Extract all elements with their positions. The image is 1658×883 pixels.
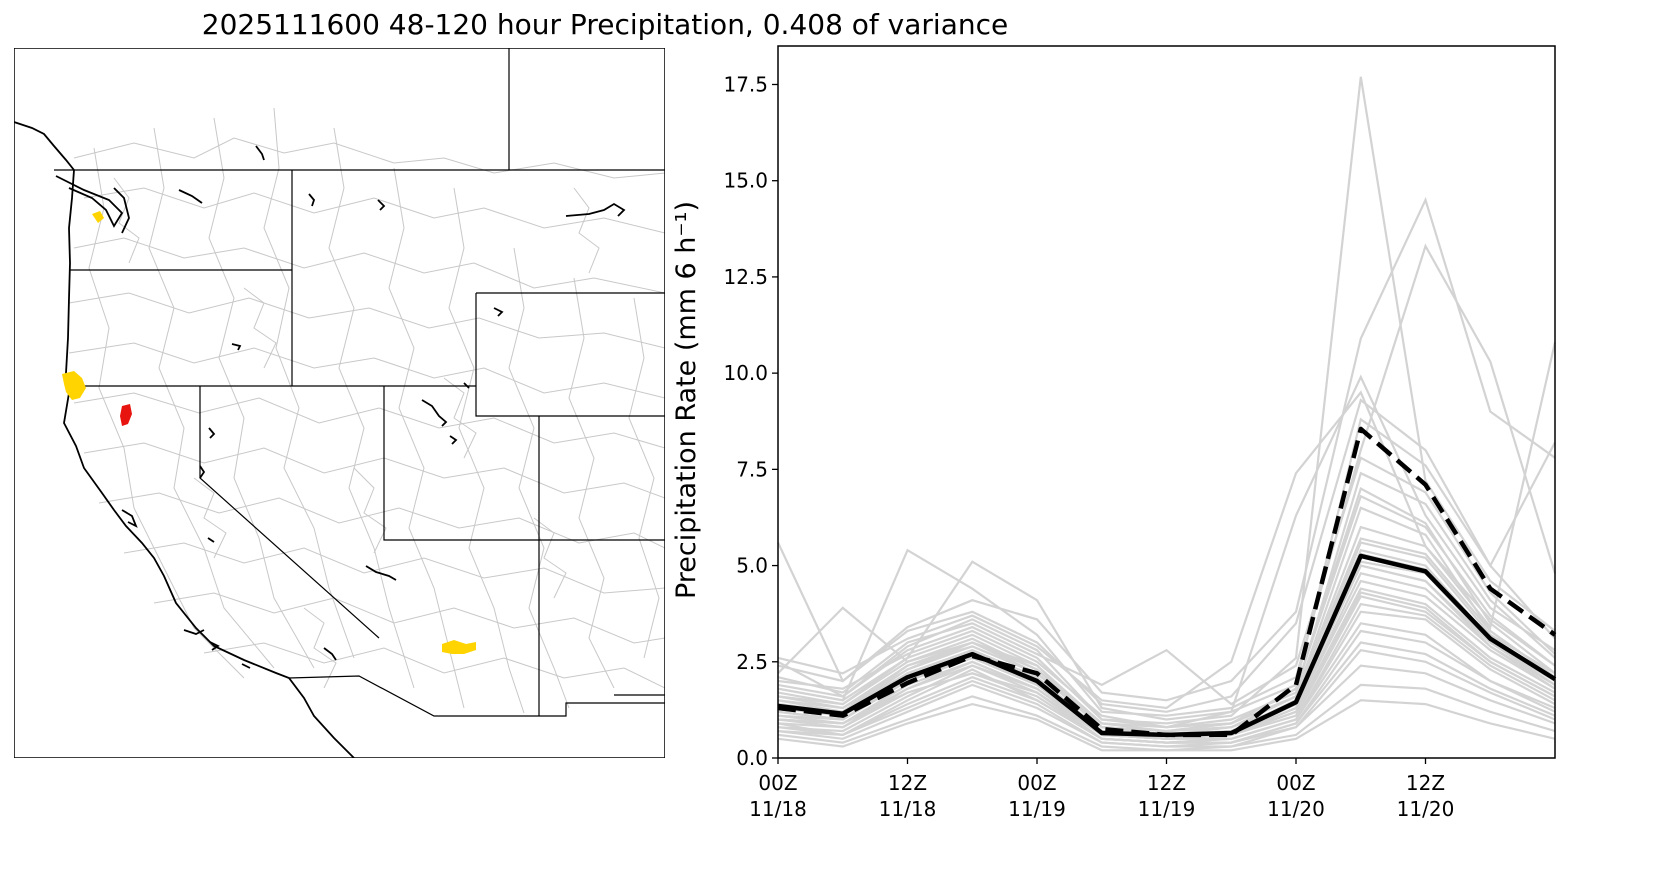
ensemble-member-line-26 bbox=[777, 456, 1556, 706]
x-tick-label-date: 11/20 bbox=[1397, 797, 1455, 821]
x-tick-label-date: 11/20 bbox=[1267, 797, 1325, 821]
x-tick-label-time: 12Z bbox=[1406, 771, 1445, 795]
ensemble-member-line-32 bbox=[777, 398, 1556, 713]
highlight-basin-red-ca bbox=[120, 404, 132, 426]
highlighted-basins bbox=[62, 211, 476, 654]
chart-title: 2025111600 48-120 hour Precipitation, 0.… bbox=[201, 8, 1009, 41]
x-tick-label-time: 12Z bbox=[888, 771, 927, 795]
y-tick-label: 10.0 bbox=[723, 361, 768, 385]
ensemble-member-line-29 bbox=[777, 494, 1556, 729]
x-tick-label-date: 11/18 bbox=[749, 797, 807, 821]
highlight-basin-yellow-nca bbox=[62, 371, 86, 400]
y-tick-label: 5.0 bbox=[736, 554, 768, 578]
y-tick-label: 12.5 bbox=[723, 265, 768, 289]
basin-outlines bbox=[68, 107, 665, 714]
x-tick-label-date: 11/19 bbox=[1138, 797, 1196, 821]
y-tick-label: 7.5 bbox=[736, 457, 768, 481]
x-tick-label-time: 00Z bbox=[758, 771, 797, 795]
x-axis: 00Z11/1812Z11/1800Z11/1912Z11/1900Z11/20… bbox=[749, 758, 1454, 821]
coastline bbox=[14, 121, 626, 758]
x-tick-label-date: 11/19 bbox=[1008, 797, 1066, 821]
ensemble-member-line-5 bbox=[777, 196, 1556, 702]
state-boundaries bbox=[54, 48, 665, 717]
basin-map bbox=[14, 48, 665, 758]
ensemble-member-line-10 bbox=[777, 243, 1557, 717]
ensemble-members bbox=[777, 76, 1557, 752]
ensemble-member-line-33 bbox=[777, 537, 1556, 733]
ensemble-member-line-30 bbox=[777, 629, 1556, 744]
x-tick-label-time: 00Z bbox=[1276, 771, 1315, 795]
x-tick-label-time: 12Z bbox=[1147, 771, 1186, 795]
y-tick-label: 2.5 bbox=[736, 650, 768, 674]
ensemble-member-line-3 bbox=[777, 76, 1556, 725]
y-axis-label: Precipitation Rate (mm 6 h⁻¹) bbox=[671, 201, 702, 599]
y-tick-label: 15.0 bbox=[723, 169, 768, 193]
x-tick-label-time: 00Z bbox=[1017, 771, 1056, 795]
highlight-basin-yellow-az bbox=[442, 640, 476, 654]
ensemble-member-line-23 bbox=[777, 649, 1556, 748]
y-axis: 0.0 2.5 5.0 7.5 10.0 12.5 15.0 17.5 bbox=[723, 72, 778, 770]
ensemble-member-line-34 bbox=[777, 591, 1556, 740]
y-tick-label: 17.5 bbox=[723, 72, 768, 96]
ensemble-member-line-27 bbox=[777, 699, 1556, 752]
mean-alt-line bbox=[777, 426, 1557, 738]
precip-chart: 0.02.55.07.510.012.515.017.5 00Z11/1812Z… bbox=[671, 45, 1557, 821]
mean-series bbox=[777, 426, 1557, 738]
x-tick-label-date: 11/18 bbox=[879, 797, 937, 821]
y-tick-label: 0.0 bbox=[736, 746, 768, 770]
highlight-basin-yellow-wa bbox=[92, 211, 104, 223]
